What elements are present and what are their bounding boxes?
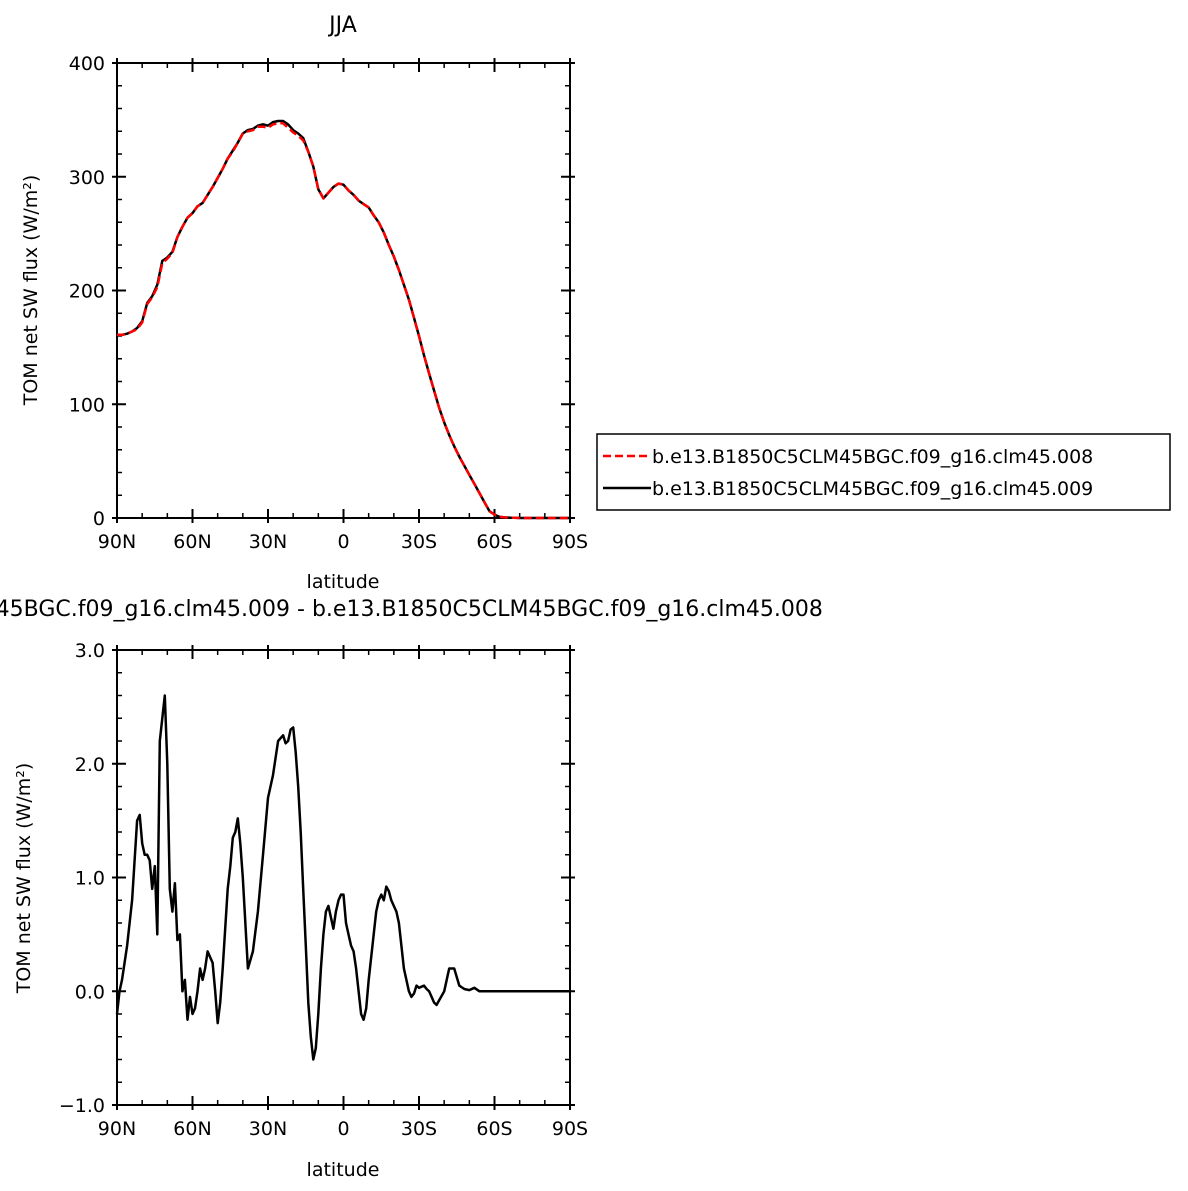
y-tick-label: 300 xyxy=(69,167,105,189)
y-tick-label: 3.0 xyxy=(75,640,105,662)
top-chart-plot-frame xyxy=(116,62,571,519)
y-tick-label: 0 xyxy=(93,508,105,530)
top-chart-x-axis-label: latitude xyxy=(307,571,380,593)
top-chart-series xyxy=(117,119,570,520)
top-chart: JJA 90N 60N 30N 0 30S 60S 90S 0 100 200 300 400 lat… xyxy=(20,13,1171,593)
y-tick-label: 400 xyxy=(69,53,105,75)
x-tick-label: 30N xyxy=(249,531,287,553)
top-series-line-1 xyxy=(117,119,570,520)
legend-label-009: b.e13.B1850C5CLM45BGC.f09_g16.clm45.009 xyxy=(652,478,1093,500)
x-tick-label: 90N xyxy=(98,531,136,553)
bottom-chart-ticks: 90N 60N 30N 0 30S 60S 90S −1.0 0.0 1.0 2.0 3.0 xyxy=(59,640,588,1140)
bottom-chart-y-axis-label: TOM net SW flux (W/m²) xyxy=(13,763,35,995)
bottom-chart-title: b.e13.B1850C5CLM45BGC.f09_g16.clm45.009 … xyxy=(0,597,823,622)
y-tick-label: 2.0 xyxy=(75,754,105,776)
x-tick-label: 30N xyxy=(249,1118,287,1140)
y-tick-label: −1.0 xyxy=(59,1095,105,1117)
x-tick-label: 90S xyxy=(552,531,588,553)
x-tick-label: 90N xyxy=(98,1118,136,1140)
x-tick-label: 30S xyxy=(401,531,437,553)
legend-label-008: b.e13.B1850C5CLM45BGC.f09_g16.clm45.008 xyxy=(652,446,1093,468)
x-tick-label: 0 xyxy=(337,531,349,553)
bottom-chart: b.e13.B1850C5CLM45BGC.f09_g16.clm45.009 … xyxy=(0,597,823,1181)
x-tick-label: 60S xyxy=(476,1118,512,1140)
legend-frame xyxy=(596,433,1171,511)
y-tick-label: 100 xyxy=(69,394,105,416)
y-tick-label: 200 xyxy=(69,281,105,303)
x-tick-label: 60N xyxy=(173,531,211,553)
top-chart-title: JJA xyxy=(327,13,357,38)
x-tick-label: 60N xyxy=(173,1118,211,1140)
top-series-line-0 xyxy=(117,122,570,520)
top-chart-ticks: 90N 60N 30N 0 30S 60S 90S 0 100 200 300 400 xyxy=(69,53,588,553)
y-tick-label: 1.0 xyxy=(75,868,105,890)
x-tick-label: 30S xyxy=(401,1118,437,1140)
bottom-chart-series xyxy=(115,694,570,1061)
x-tick-label: 90S xyxy=(552,1118,588,1140)
top-chart-legend: b.e13.B1850C5CLM45BGC.f09_g16.clm45.008 … xyxy=(596,433,1171,511)
x-tick-label: 60S xyxy=(476,531,512,553)
bottom-series-line-0 xyxy=(115,694,570,1061)
bottom-chart-x-axis-label: latitude xyxy=(307,1159,380,1181)
x-tick-label: 0 xyxy=(337,1118,349,1140)
top-chart-y-axis-label: TOM net SW flux (W/m²) xyxy=(20,175,42,407)
bottom-chart-plot-frame xyxy=(116,649,571,1106)
y-tick-label: 0.0 xyxy=(75,981,105,1003)
